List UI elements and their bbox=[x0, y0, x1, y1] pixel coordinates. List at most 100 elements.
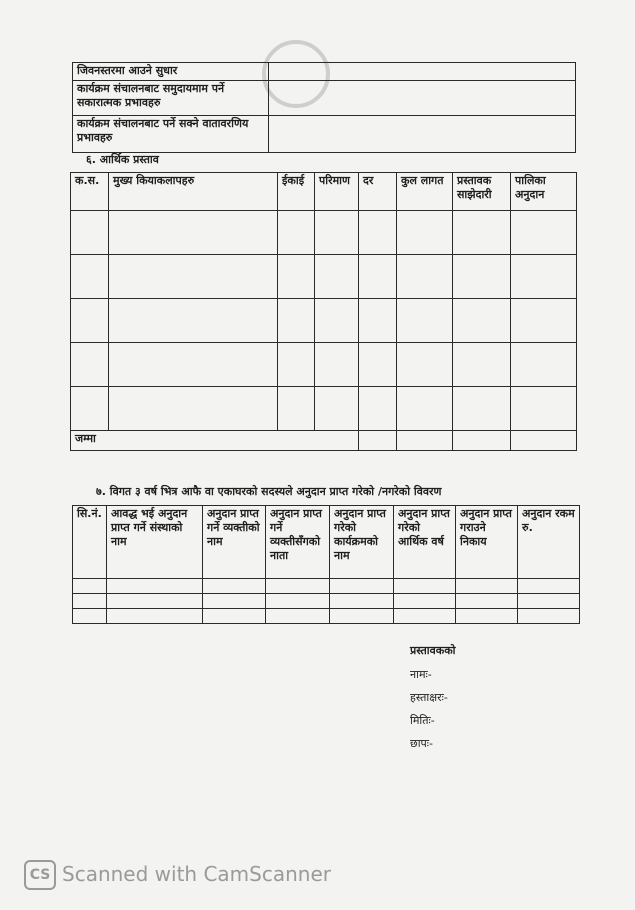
table-cell[interactable] bbox=[72, 593, 107, 609]
table-cell[interactable] bbox=[510, 254, 577, 299]
table-cell[interactable] bbox=[314, 210, 359, 255]
table-cell[interactable] bbox=[396, 342, 453, 387]
column-header: अनुदान रकम रु. bbox=[517, 505, 580, 579]
table-cell[interactable] bbox=[72, 578, 107, 594]
table-cell[interactable] bbox=[510, 386, 577, 431]
table-cell[interactable] bbox=[393, 608, 456, 624]
table-cell[interactable] bbox=[358, 298, 397, 343]
table-cell[interactable] bbox=[108, 210, 278, 255]
table-cell[interactable] bbox=[396, 298, 453, 343]
table-cell[interactable] bbox=[510, 210, 577, 255]
table-cell[interactable] bbox=[108, 254, 278, 299]
table-cell[interactable] bbox=[106, 608, 203, 624]
table-cell[interactable] bbox=[358, 210, 397, 255]
total-row: जम्मा bbox=[70, 430, 577, 451]
table-cell[interactable] bbox=[277, 254, 315, 299]
table-cell[interactable] bbox=[396, 210, 453, 255]
table-row bbox=[72, 578, 580, 594]
table-cell[interactable] bbox=[277, 386, 315, 431]
table-cell[interactable] bbox=[452, 342, 511, 387]
table-cell[interactable] bbox=[108, 386, 278, 431]
table-cell[interactable] bbox=[108, 298, 278, 343]
impact-value[interactable] bbox=[268, 80, 576, 116]
total-cell[interactable] bbox=[452, 430, 511, 451]
table-cell[interactable] bbox=[277, 298, 315, 343]
table-cell[interactable] bbox=[393, 578, 456, 594]
table-cell[interactable] bbox=[70, 386, 109, 431]
column-header: अनुदान प्राप्त गर्ने व्यक्तीको नाम bbox=[202, 505, 266, 579]
column-header: दर bbox=[358, 172, 397, 211]
table-cell[interactable] bbox=[396, 254, 453, 299]
table-cell[interactable] bbox=[106, 593, 203, 609]
table-cell[interactable] bbox=[455, 593, 518, 609]
table-cell[interactable] bbox=[455, 608, 518, 624]
table-row bbox=[72, 593, 580, 609]
table-cell[interactable] bbox=[70, 342, 109, 387]
impact-table: जिवनस्तरमा आउने सुधार कार्यक्रम संचालनबा… bbox=[72, 62, 576, 153]
table-cell[interactable] bbox=[396, 386, 453, 431]
table-cell[interactable] bbox=[202, 593, 266, 609]
table-cell[interactable] bbox=[510, 298, 577, 343]
table-cell[interactable] bbox=[202, 578, 266, 594]
table-cell[interactable] bbox=[314, 342, 359, 387]
total-cell[interactable] bbox=[358, 430, 397, 451]
table-cell[interactable] bbox=[314, 254, 359, 299]
table-cell[interactable] bbox=[452, 298, 511, 343]
table-cell[interactable] bbox=[329, 578, 394, 594]
table-cell[interactable] bbox=[510, 342, 577, 387]
section6-heading: ६. आर्थिक प्रस्ताव bbox=[86, 153, 159, 166]
table-cell[interactable] bbox=[455, 578, 518, 594]
table-cell[interactable] bbox=[314, 298, 359, 343]
signature-name: नामः- bbox=[410, 668, 432, 681]
total-cell[interactable] bbox=[510, 430, 577, 451]
camscanner-logo: CS bbox=[24, 860, 56, 890]
table-cell[interactable] bbox=[277, 342, 315, 387]
table-cell[interactable] bbox=[452, 254, 511, 299]
impact-label: कार्यक्रम संचालनबाट समुदायमाम पर्ने सकार… bbox=[72, 80, 269, 116]
table-cell[interactable] bbox=[358, 342, 397, 387]
table-cell[interactable] bbox=[358, 254, 397, 299]
signature-stamp: छापः- bbox=[410, 737, 433, 750]
table-cell[interactable] bbox=[202, 608, 266, 624]
table-cell[interactable] bbox=[72, 608, 107, 624]
column-header: ईकाई bbox=[277, 172, 315, 211]
column-header: सि.नं. bbox=[72, 505, 107, 579]
impact-label: जिवनस्तरमा आउने सुधार bbox=[72, 62, 269, 81]
total-label: जम्मा bbox=[70, 430, 359, 451]
table-cell[interactable] bbox=[452, 210, 511, 255]
table-cell[interactable] bbox=[70, 254, 109, 299]
table-cell[interactable] bbox=[358, 386, 397, 431]
total-cell[interactable] bbox=[396, 430, 453, 451]
impact-label: कार्यक्रम संचालनबाट पर्ने सक्ने वातावरणि… bbox=[72, 115, 269, 153]
table-cell[interactable] bbox=[70, 210, 109, 255]
grant-history-table: सि.नं. आवद्ध भई अनुदान प्राप्त गर्ने संस्… bbox=[72, 505, 580, 624]
column-header: प्रस्तावक साझेदारी bbox=[452, 172, 511, 211]
table-cell[interactable] bbox=[452, 386, 511, 431]
table-cell[interactable] bbox=[517, 578, 580, 594]
table-cell[interactable] bbox=[106, 578, 203, 594]
table-cell[interactable] bbox=[70, 298, 109, 343]
table-cell[interactable] bbox=[329, 608, 394, 624]
table-cell[interactable] bbox=[108, 342, 278, 387]
table-cell[interactable] bbox=[517, 608, 580, 624]
impact-value[interactable] bbox=[268, 62, 576, 81]
signature-date: मितिः- bbox=[410, 714, 435, 727]
column-header: आवद्ध भई अनुदान प्राप्त गर्ने संस्थाको न… bbox=[106, 505, 203, 579]
column-header: अनुदान प्राप्त गरेको आर्थिक वर्ष bbox=[393, 505, 456, 579]
table-cell[interactable] bbox=[265, 578, 330, 594]
table-cell[interactable] bbox=[329, 593, 394, 609]
table-cell[interactable] bbox=[265, 608, 330, 624]
table-row bbox=[70, 386, 577, 431]
table-cell[interactable] bbox=[393, 593, 456, 609]
impact-value[interactable] bbox=[268, 115, 576, 153]
table-row bbox=[70, 254, 577, 299]
column-header: अनुदान प्राप्त गर्ने व्यक्तीसँगको नाता bbox=[265, 505, 330, 579]
table-cell[interactable] bbox=[277, 210, 315, 255]
column-header: अनुदान प्राप्त गरेको कार्यक्रमको नाम bbox=[329, 505, 394, 579]
table-cell[interactable] bbox=[517, 593, 580, 609]
table-cell[interactable] bbox=[265, 593, 330, 609]
column-header: मुख्य कियाकलापहरु bbox=[108, 172, 278, 211]
column-header: कुल लागत bbox=[396, 172, 453, 211]
table-cell[interactable] bbox=[314, 386, 359, 431]
column-header: क.स. bbox=[70, 172, 109, 211]
